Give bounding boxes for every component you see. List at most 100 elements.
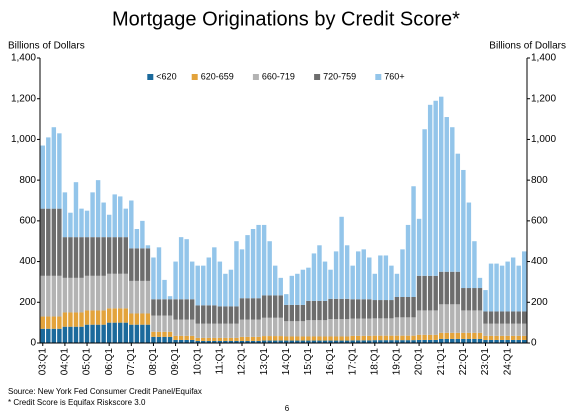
bar-segment — [90, 192, 95, 238]
bar-segment — [455, 271, 461, 305]
bar-segment — [79, 277, 84, 313]
x-tick-label: 11:Q1 — [214, 348, 225, 375]
bar-segment — [68, 326, 73, 343]
bar-segment — [256, 224, 261, 299]
bar-segment — [416, 218, 422, 276]
bar-segment — [151, 257, 156, 300]
bar-segment — [510, 339, 516, 343]
bar-segment — [466, 338, 472, 343]
bar-segment — [411, 340, 416, 343]
bar-segment — [62, 277, 68, 313]
bar-segment — [328, 340, 333, 343]
bar-segment — [505, 311, 510, 324]
bar-segment — [278, 295, 283, 318]
bar-segment — [62, 326, 68, 343]
y2-tick-label: 0 — [531, 338, 537, 349]
bar-segment — [389, 335, 394, 341]
bar-segment — [57, 133, 62, 209]
bar-segment — [40, 145, 45, 209]
bar-segment — [361, 335, 366, 341]
bar-segment — [156, 331, 162, 337]
bar-segment — [134, 248, 140, 281]
bar-segment — [84, 310, 90, 325]
bar-segment — [156, 315, 162, 332]
bar-segment — [217, 340, 223, 343]
bar-segment — [57, 316, 62, 329]
bar-segment — [317, 320, 322, 337]
bar-segment — [195, 265, 200, 306]
bar-segment — [272, 340, 278, 343]
bar-segment — [472, 288, 477, 311]
bar-segment — [68, 237, 73, 278]
y-axis-label: Billions of Dollars — [8, 41, 85, 52]
bar-segment — [123, 273, 128, 309]
bar-segment — [178, 335, 184, 340]
bar-segment — [261, 317, 267, 337]
source-note: Source: New York Fed Consumer Credit Pan… — [8, 387, 202, 396]
bar-segment — [361, 299, 366, 319]
bar-segment — [372, 300, 378, 319]
bar-segment — [79, 312, 84, 327]
bar-segment — [311, 320, 317, 337]
bar-segment — [239, 340, 245, 343]
bar-segment — [40, 328, 45, 343]
bar-segment — [433, 334, 438, 340]
x-tick-label: 04:Q1 — [60, 348, 71, 376]
bar-segment — [400, 249, 405, 297]
bar-segment — [499, 339, 505, 343]
bar-segment — [201, 323, 206, 338]
bar-segment — [477, 288, 483, 311]
bar-segment — [90, 275, 95, 311]
bar-segment — [284, 321, 289, 337]
bar-segment — [322, 300, 328, 321]
bar-segment — [184, 239, 189, 300]
bar-segment — [411, 296, 416, 318]
bar-segment — [272, 336, 278, 341]
bar-segment — [400, 296, 405, 318]
bar-segment — [212, 305, 217, 324]
bar-segment — [234, 306, 239, 324]
bar-segment — [333, 298, 339, 320]
bar-segment — [84, 210, 90, 238]
bar-segment — [145, 248, 151, 281]
x-tick-label: 09:Q1 — [170, 348, 181, 376]
bar-segment — [162, 315, 167, 332]
x-tick-label: 05:Q1 — [82, 348, 93, 376]
bar-segment — [250, 319, 256, 337]
bar-segment — [162, 331, 167, 337]
bar-segment — [173, 335, 178, 340]
bar-segment — [494, 311, 499, 324]
bar-segment — [311, 340, 317, 343]
bar-segment — [378, 300, 383, 319]
bar-segment — [162, 336, 167, 343]
bar-segment — [499, 265, 505, 312]
bar-segment — [295, 321, 300, 337]
bar-segment — [134, 313, 140, 325]
bar-segment — [95, 237, 101, 276]
bar-segment — [140, 248, 145, 281]
bar-segment — [422, 310, 427, 335]
bar-segment — [118, 273, 123, 309]
bar-segment — [95, 275, 101, 311]
bar-segment — [422, 129, 427, 276]
bar-segment — [289, 275, 295, 305]
bar-segment — [267, 317, 272, 337]
bar-segment — [189, 319, 195, 336]
bar-segment — [483, 290, 488, 312]
bar-segment — [256, 340, 261, 343]
bar-segment — [322, 336, 328, 341]
bar-segment — [444, 338, 449, 343]
bar-segment — [405, 296, 411, 318]
bar-segment — [400, 317, 405, 336]
bar-segment — [477, 277, 483, 289]
bar-segment — [51, 208, 57, 276]
bar-segment — [466, 288, 472, 311]
x-tick-label: 24:Q1 — [502, 348, 513, 376]
bar-segment — [68, 277, 73, 313]
bar-segment — [46, 137, 51, 209]
bar-segment — [272, 265, 278, 296]
bar-segment — [367, 257, 372, 300]
bar-segment — [46, 275, 51, 317]
bar-segment — [488, 311, 494, 324]
bar-segment — [206, 340, 212, 343]
